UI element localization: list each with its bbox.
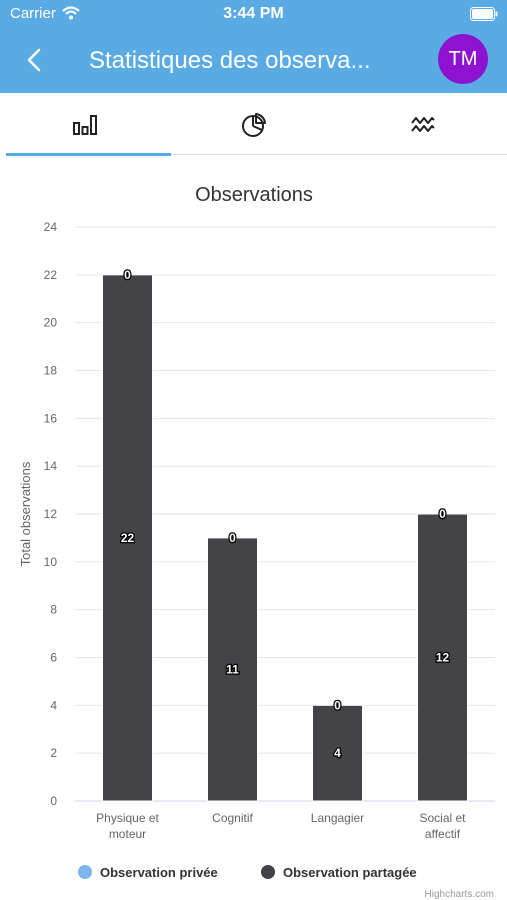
back-chevron-icon[interactable] [22, 44, 48, 76]
y-tick-label: 8 [50, 603, 57, 617]
x-tick-label: Langagier [311, 811, 364, 825]
bar-chart-icon [72, 114, 97, 135]
bar-observation-partagee [102, 274, 153, 802]
bar-observation-partagee [312, 704, 363, 802]
x-tick-label: moteur [109, 827, 146, 841]
page-title: Statistiques des observa... [89, 47, 371, 74]
data-label-partagee: 12 [436, 651, 450, 665]
y-tick-label: 12 [44, 507, 58, 521]
data-label-privee: 0 [334, 698, 341, 712]
nav-bar: Statistiques des observa... TM [0, 30, 507, 93]
tab-line-chart[interactable] [338, 93, 507, 156]
y-tick-label: 20 [44, 316, 58, 330]
chart-title: Observations [195, 184, 313, 206]
y-tick-label: 10 [44, 555, 58, 569]
data-label-privee: 0 [439, 507, 446, 521]
y-tick-label: 0 [50, 794, 57, 808]
carrier-label: Carrier [10, 5, 56, 22]
data-label-partagee: 22 [121, 531, 135, 545]
chart-type-tabs [0, 93, 507, 156]
status-time: 3:44 PM [223, 5, 284, 22]
legend-item-observation-partagee[interactable]: Observation partagée [261, 865, 417, 880]
bar-observation-partagee [417, 513, 468, 802]
data-label-partagee: 11 [226, 662, 239, 676]
y-tick-label: 14 [44, 459, 58, 473]
status-bar: Carrier 3:44 PM [0, 0, 507, 30]
observations-chart: Observations Total observations 02468101… [18, 184, 495, 880]
x-tick-label: affectif [425, 827, 461, 841]
y-tick-label: 4 [50, 698, 57, 712]
y-tick-label: 22 [44, 268, 58, 282]
wifi-icon [62, 6, 80, 20]
tab-pie-chart[interactable] [169, 93, 338, 156]
data-label-partagee: 4 [334, 746, 341, 760]
tab-bar-chart[interactable] [0, 93, 169, 156]
legend-label: Observation privée [100, 865, 218, 880]
y-axis-title: Total observations [18, 461, 33, 566]
y-tick-label: 18 [44, 364, 58, 378]
bar-observation-partagee [207, 537, 258, 802]
x-tick-label: Cognitif [212, 811, 253, 825]
data-label-privee: 0 [124, 268, 131, 282]
y-tick-label: 24 [44, 220, 58, 234]
line-wave-icon [410, 116, 435, 132]
y-tick-label: 6 [50, 651, 57, 665]
data-label-privee: 0 [229, 531, 236, 545]
tab-divider [171, 154, 507, 155]
highcharts-credit[interactable]: Highcharts.com [424, 889, 494, 900]
legend-label: Observation partagée [283, 865, 417, 880]
x-tick-label: Social et [419, 811, 466, 825]
active-tab-indicator [6, 153, 171, 156]
y-tick-label: 2 [50, 746, 57, 760]
legend-item-observation-privee[interactable]: Observation privée [78, 865, 218, 880]
avatar[interactable]: TM [438, 34, 488, 84]
x-tick-label: Physique et [96, 811, 159, 825]
pie-chart-icon [241, 112, 266, 137]
legend-marker [261, 865, 275, 879]
legend-marker [78, 865, 92, 879]
y-tick-label: 16 [44, 411, 58, 425]
battery-icon [470, 7, 498, 21]
